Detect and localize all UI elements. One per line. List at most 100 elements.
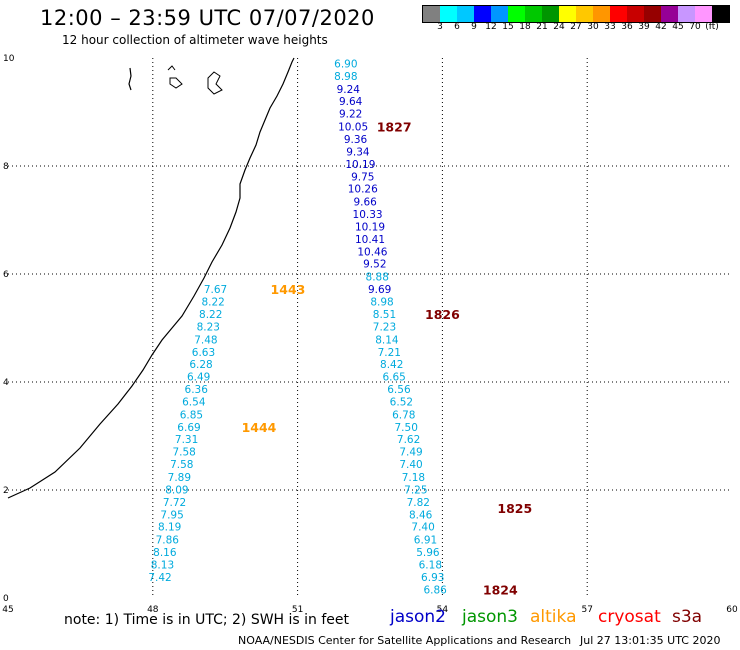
swh-value: 6.65 xyxy=(382,372,405,384)
color-swatch xyxy=(610,6,627,22)
pass-number-label: 1827 xyxy=(377,120,412,135)
swh-value: 8.22 xyxy=(201,297,224,309)
swh-value: 9.66 xyxy=(353,197,377,209)
color-scale-label: 3 xyxy=(437,22,443,32)
color-scale-label: 70 xyxy=(689,22,701,32)
color-swatch xyxy=(678,6,695,22)
color-swatch xyxy=(525,6,542,22)
color-scale-label: 36 xyxy=(621,22,633,32)
swh-value: 9.22 xyxy=(339,109,362,121)
color-scale-label: 27 xyxy=(570,22,582,32)
swh-value: 7.67 xyxy=(204,284,227,296)
pass-number-label: 1824 xyxy=(483,582,518,597)
swh-value: 7.89 xyxy=(168,472,191,484)
legend-item-cryosat: cryosat xyxy=(598,607,661,627)
swh-value: 7.31 xyxy=(175,434,198,446)
color-swatch xyxy=(593,6,610,22)
legend-item-jason3: jason3 xyxy=(462,607,518,627)
swh-value: 8.23 xyxy=(197,321,220,333)
swh-value: 9.24 xyxy=(337,84,361,96)
color-scale-label: 6 xyxy=(454,22,460,32)
swh-value: 6.54 xyxy=(182,396,206,408)
color-scale-label: 33 xyxy=(604,22,616,32)
color-swatch xyxy=(661,6,678,22)
swh-value: 7.58 xyxy=(170,459,193,471)
color-scale-label: 18 xyxy=(519,22,531,32)
swh-value: 8.19 xyxy=(158,522,181,534)
color-scale-label: 30 xyxy=(587,22,599,32)
swh-value: 9.52 xyxy=(363,259,386,271)
swh-value: 10.41 xyxy=(355,234,385,246)
x-tick-label: 57 xyxy=(581,605,592,615)
swh-value: 8.88 xyxy=(366,272,389,284)
color-scale-label: 24 xyxy=(553,22,565,32)
color-scale-bar xyxy=(422,5,730,23)
swh-value: 6.85 xyxy=(180,409,203,421)
y-tick-label: 10 xyxy=(3,54,15,64)
legend-item-s3a: s3a xyxy=(672,607,703,627)
swh-value: 10.19 xyxy=(355,221,385,233)
swh-value: 7.48 xyxy=(194,334,217,346)
y-tick-label: 6 xyxy=(3,270,9,280)
swh-value: 10.19 xyxy=(345,159,375,171)
swh-value: 6.63 xyxy=(192,347,215,359)
x-tick-label: 54 xyxy=(437,605,449,615)
swh-value: 7.21 xyxy=(378,347,401,359)
swh-value: 7.82 xyxy=(407,497,430,509)
swh-value: 6.90 xyxy=(334,58,357,70)
y-tick-label: 4 xyxy=(3,378,9,388)
swh-value: 8.22 xyxy=(199,309,222,321)
swh-value: 7.49 xyxy=(399,447,422,459)
color-scale-label: 15 xyxy=(502,22,514,32)
swh-value: 6.18 xyxy=(419,560,442,572)
swh-value: 7.40 xyxy=(411,522,434,534)
swh-value: 10.33 xyxy=(353,209,383,221)
color-swatch xyxy=(440,6,457,22)
legend-item-altika: altika xyxy=(530,607,577,627)
credit-text: NOAA/NESDIS Center for Satellite Applica… xyxy=(238,634,572,647)
swh-value: 6.78 xyxy=(392,409,415,421)
swh-value: 10.05 xyxy=(338,122,368,134)
swh-value: 6.86 xyxy=(423,584,447,596)
x-tick-label: 48 xyxy=(147,605,159,615)
color-scale-label: (ft) xyxy=(705,22,719,32)
y-tick-label: 0 xyxy=(3,594,9,604)
swh-value: 6.91 xyxy=(414,535,437,547)
swh-value: 7.23 xyxy=(373,321,396,333)
color-scale-label: 9 xyxy=(471,22,477,32)
pass-number-label: 1444 xyxy=(242,420,277,435)
color-swatch xyxy=(644,6,661,22)
color-scale-label: 45 xyxy=(672,22,684,32)
swh-value: 10.46 xyxy=(357,246,387,258)
pass-number-label: 1825 xyxy=(497,501,532,516)
color-scale-label: 39 xyxy=(638,22,650,32)
timestamp: Jul 27 13:01:35 UTC 2020 xyxy=(580,634,721,647)
legend-item-jason2: jason2 xyxy=(390,607,446,627)
swh-value: 9.36 xyxy=(344,134,368,146)
swh-value: 7.58 xyxy=(172,447,195,459)
color-scale-label: 42 xyxy=(655,22,667,32)
island xyxy=(128,67,132,91)
coastline xyxy=(7,57,295,499)
swh-value: 8.51 xyxy=(373,309,396,321)
island xyxy=(167,65,183,89)
swh-value: 7.62 xyxy=(397,434,420,446)
swh-value: 8.14 xyxy=(375,334,399,346)
color-swatch xyxy=(712,6,729,22)
color-scale-label: 12 xyxy=(485,22,497,32)
x-tick-label: 45 xyxy=(2,605,13,615)
chart-subtitle: 12 hour collection of altimeter wave hei… xyxy=(62,33,328,47)
swh-value: 6.28 xyxy=(189,359,212,371)
swh-value: 9.64 xyxy=(339,96,363,108)
island xyxy=(207,71,223,95)
swh-value: 7.40 xyxy=(399,459,422,471)
chart-title: 12:00 – 23:59 UTC 07/07/2020 xyxy=(40,6,375,30)
swh-value: 8.98 xyxy=(334,71,357,83)
swh-value: 7.42 xyxy=(148,572,171,584)
swh-value: 7.50 xyxy=(395,422,418,434)
swh-value: 6.52 xyxy=(390,396,413,408)
color-swatch xyxy=(559,6,576,22)
pass-number-label: 1443 xyxy=(271,282,306,297)
color-swatch xyxy=(508,6,525,22)
